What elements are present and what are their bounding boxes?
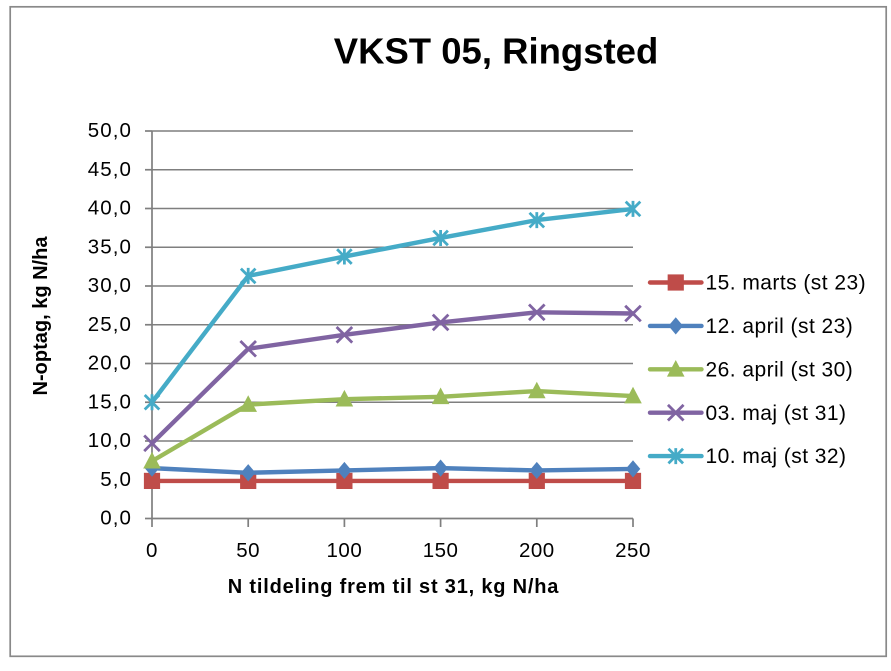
svg-text:150: 150 xyxy=(423,539,459,562)
svg-text:35,0: 35,0 xyxy=(88,235,132,258)
svg-text:12. april (st 23): 12. april (st 23) xyxy=(706,315,854,338)
svg-text:26. april (st 30): 26. april (st 30) xyxy=(706,358,854,381)
svg-text:50: 50 xyxy=(236,539,260,562)
svg-text:40,0: 40,0 xyxy=(88,197,132,220)
svg-text:N-optag, kg N/ha: N-optag, kg N/ha xyxy=(30,236,52,396)
svg-text:0,0: 0,0 xyxy=(100,507,132,530)
svg-text:200: 200 xyxy=(519,539,555,562)
svg-text:N tildeling frem til st 31, kg: N tildeling frem til st 31, kg N/ha xyxy=(228,576,559,598)
svg-text:5,0: 5,0 xyxy=(100,468,132,491)
svg-text:25,0: 25,0 xyxy=(88,313,132,336)
svg-text:10. maj (st 32): 10. maj (st 32) xyxy=(706,445,847,468)
svg-text:45,0: 45,0 xyxy=(88,158,132,181)
svg-text:20,0: 20,0 xyxy=(88,352,132,375)
svg-text:03. maj (st 31): 03. maj (st 31) xyxy=(706,402,847,425)
svg-text:15. marts (st 23): 15. marts (st 23) xyxy=(706,272,867,295)
svg-text:VKST 05, Ringsted: VKST 05, Ringsted xyxy=(334,31,659,72)
svg-text:100: 100 xyxy=(327,539,363,562)
svg-text:50,0: 50,0 xyxy=(88,119,132,142)
svg-text:250: 250 xyxy=(615,539,651,562)
svg-text:10,0: 10,0 xyxy=(88,429,132,452)
svg-text:0: 0 xyxy=(146,539,158,562)
svg-text:15,0: 15,0 xyxy=(88,390,132,413)
svg-text:30,0: 30,0 xyxy=(88,274,132,297)
